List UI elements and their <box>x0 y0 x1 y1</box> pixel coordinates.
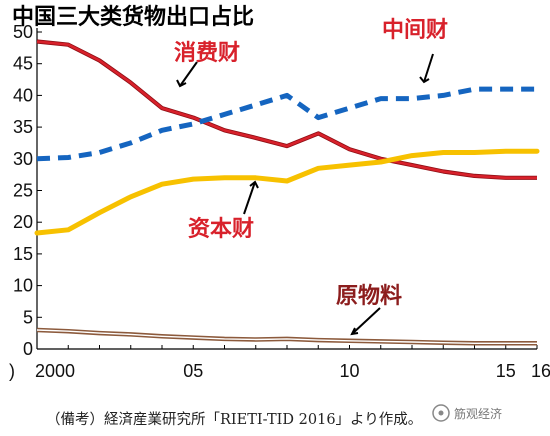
y-tick-labels: 0 5 10 15 20 25 30 35 40 45 50 <box>13 22 42 359</box>
y-tick-label: 40 <box>13 85 33 105</box>
arrow-consumer-head <box>176 79 187 88</box>
arrow-intermediate-head <box>419 76 430 84</box>
x-tick-labels: ) 2000 05 10 15 16 <box>9 345 550 381</box>
y-tick-label: 5 <box>23 307 33 327</box>
arrow-capital <box>243 181 256 215</box>
series-3-line-inner <box>36 329 537 344</box>
x-tick-label: 2000 <box>35 361 75 381</box>
series-2-line <box>34 148 540 236</box>
y-tick-label: 15 <box>13 244 33 264</box>
y-tick-label: 10 <box>13 276 33 296</box>
y-tick-label: 45 <box>13 54 33 74</box>
arrow-raw <box>351 307 381 335</box>
series-lines <box>34 39 540 346</box>
series-1-line <box>36 86 537 162</box>
x-tick-label: 05 <box>183 361 203 381</box>
arrow-capital-head <box>249 180 259 189</box>
axes <box>36 28 537 350</box>
y-tick-label: 30 <box>13 149 33 169</box>
y-tick-label: 0 <box>23 339 33 359</box>
label-consumer-goods: 消费财 <box>174 41 240 66</box>
label-intermediate-goods: 中间财 <box>382 18 448 43</box>
y-tick-label: 25 <box>13 181 33 201</box>
label-raw-materials: 原物料 <box>336 283 402 309</box>
series-0-line-outline <box>36 39 537 180</box>
arrow-consumer <box>179 61 198 87</box>
series-0-line <box>36 40 537 180</box>
label-capital-goods: 资本财 <box>188 217 254 242</box>
watermark-logo-icon <box>432 404 450 422</box>
x-tick-label: 15 <box>496 361 516 381</box>
annotation-arrows <box>176 53 434 336</box>
arrow-intermediate <box>423 53 434 83</box>
watermark-logo-dot-icon <box>438 410 444 416</box>
series-3-line-outer <box>36 327 537 346</box>
x-tick-label: 10 <box>339 361 359 381</box>
y-tick-label: 50 <box>13 22 33 42</box>
watermark-text: 筋观经济 <box>454 406 502 421</box>
source-note: （備考）経済産業研究所「RIETI-TID 2016」より作成。 <box>46 411 422 428</box>
arrow-raw-head <box>350 327 359 336</box>
watermark: 筋观经济 <box>432 404 502 422</box>
x-axis-fragment: ) <box>9 361 15 381</box>
y-tick-label: 35 <box>13 117 33 137</box>
x-tick-label: 16 <box>531 361 550 381</box>
chart-title: 中国三大类货物出口占比 <box>12 4 254 30</box>
y-tick-label: 20 <box>13 212 33 232</box>
